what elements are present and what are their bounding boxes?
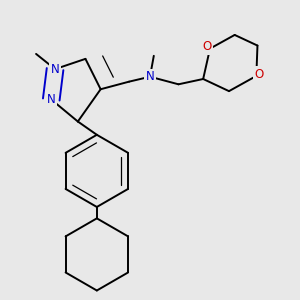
Text: O: O: [255, 68, 264, 81]
Text: O: O: [202, 40, 212, 53]
Text: N: N: [47, 93, 56, 106]
Text: N: N: [51, 63, 59, 76]
Text: N: N: [146, 70, 154, 83]
